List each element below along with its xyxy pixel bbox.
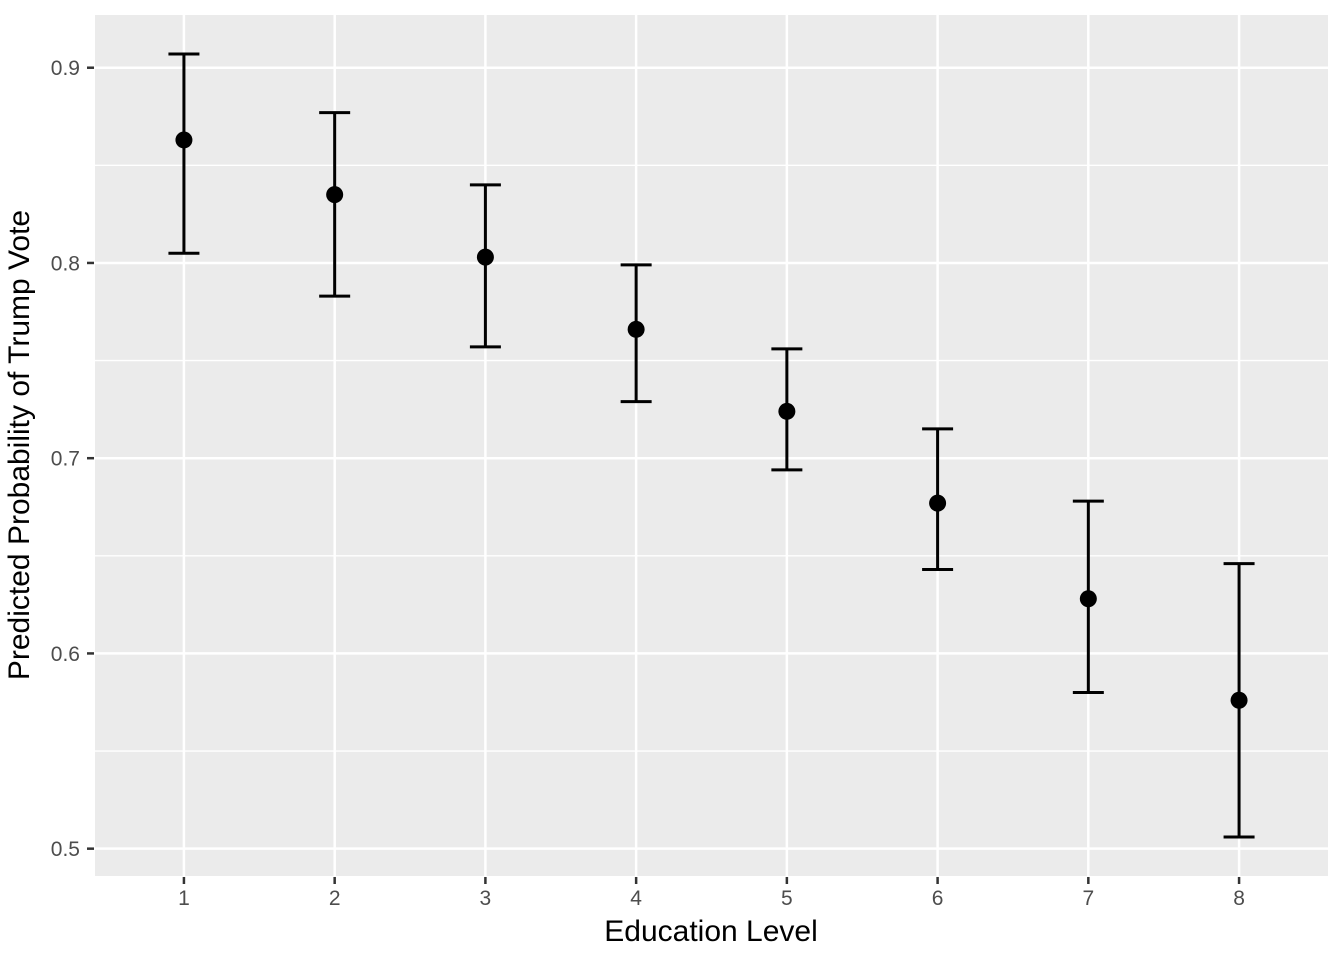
point-estimate <box>929 494 947 512</box>
y-tick-label: 0.8 <box>51 252 80 275</box>
estimate-with-ci <box>1072 499 1104 694</box>
y-tick-label: 0.6 <box>51 643 80 666</box>
x-tick-label: 6 <box>932 887 944 910</box>
y-tick-label: 0.9 <box>51 57 80 80</box>
point-estimate <box>175 131 193 149</box>
y-tick-label: 0.5 <box>51 838 80 861</box>
point-estimate <box>627 320 645 338</box>
point-estimate <box>1230 691 1248 709</box>
estimate-with-ci <box>620 263 652 404</box>
x-axis-title: Education Level <box>604 915 818 948</box>
estimate-with-ci <box>319 111 351 298</box>
estimate-with-ci <box>1223 562 1255 839</box>
point-estimate <box>1079 590 1097 608</box>
x-tick-label: 8 <box>1233 887 1245 910</box>
x-tick-label: 5 <box>781 887 793 910</box>
x-tick-label: 3 <box>480 887 492 910</box>
x-tick-label: 7 <box>1082 887 1094 910</box>
point-estimate <box>476 248 494 266</box>
point-estimate <box>326 186 344 204</box>
x-tick-label: 2 <box>329 887 341 910</box>
panel-background <box>95 15 1328 876</box>
estimate-with-ci <box>168 52 200 255</box>
y-tick-label: 0.7 <box>51 448 80 471</box>
estimate-with-ci <box>771 347 803 472</box>
estimate-with-ci <box>469 183 501 349</box>
point-estimate <box>778 402 796 420</box>
x-tick-label: 4 <box>630 887 642 910</box>
y-axis-title: Predicted Probability of Trump Vote <box>3 210 36 680</box>
x-tick-label: 1 <box>178 887 190 910</box>
estimate-with-ci <box>922 427 954 571</box>
